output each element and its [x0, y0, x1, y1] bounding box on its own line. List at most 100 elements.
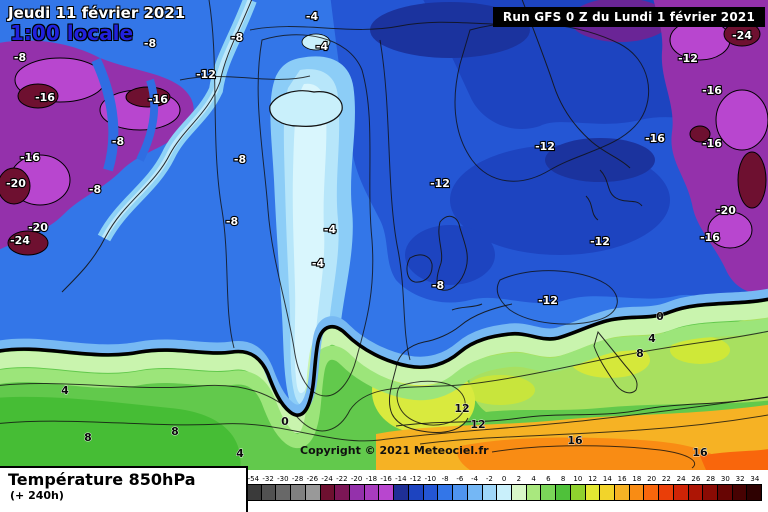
scale-tick-label: 26 [691, 475, 701, 483]
temp-point-label: -4 [312, 257, 325, 270]
temp-point-label: -16 [700, 231, 720, 244]
temp-point-label: 0 [281, 415, 289, 428]
valid-date-label: Jeudi 11 février 2021 [8, 4, 186, 22]
scale-color-cell [541, 485, 557, 500]
scale-tick-label: -32 [262, 475, 274, 483]
temp-point-label: -24 [732, 29, 752, 42]
scale-color-cell [276, 485, 292, 500]
temp-point-label: 8 [636, 347, 644, 360]
scale-tick-labels: -54 -32 -30 -28 -26 -24 -22 -20 -18 -16 -14 -12 -10-… [246, 475, 762, 484]
scale-tick-label: -22 [336, 475, 348, 483]
temp-point-label: -16 [702, 84, 722, 97]
temp-point-label: 4 [61, 384, 69, 397]
scale-color-cell [747, 485, 762, 500]
scale-tick-label: -20 [350, 475, 363, 483]
scale-tick-label: -26 [306, 475, 319, 483]
temp-point-label: -20 [28, 221, 48, 234]
isotherm-contours [0, 0, 768, 469]
scale-color-cell [261, 485, 277, 500]
temp-point-label: -4 [316, 40, 329, 53]
scale-color-cell [732, 485, 748, 500]
scale-color-cell [644, 485, 660, 500]
forecast-hour-label: (+ 240h) [10, 489, 64, 502]
scale-tick-label: -28 [291, 475, 304, 483]
temp-point-label: 8 [171, 425, 179, 438]
scale-colorbar [246, 484, 762, 501]
scale-color-cell [453, 485, 468, 500]
temp-point-label: -12 [590, 235, 610, 248]
scale-color-cell [291, 485, 306, 500]
scale-color-cell [659, 485, 674, 500]
temp-point-label: 4 [236, 447, 244, 460]
scale-color-cell [526, 485, 542, 500]
temp-point-label: -12 [538, 294, 558, 307]
temp-point-label: 12 [470, 418, 485, 431]
scale-color-cell [614, 485, 630, 500]
temp-point-label: 16 [692, 446, 708, 459]
temp-point-label: 4 [648, 332, 656, 345]
scale-color-cell [673, 485, 689, 500]
scale-tick-label: 22 [661, 475, 671, 483]
scale-color-cell [320, 485, 336, 500]
very-cold-core-east [653, 0, 768, 294]
temperature-labels-layer: -4-8 -8-8-4-12-16-16-8-16-20 -8-20-24-8-8-… [5, 9, 753, 461]
temp-point-label: -8 [112, 135, 124, 148]
scale-color-cell [688, 485, 704, 500]
scale-tick-label: -30 [277, 475, 289, 483]
scale-color-cell [379, 485, 395, 500]
copyright-label: Copyright © 2021 Meteociel.fr [300, 444, 489, 457]
scale-tick-label: -18 [365, 475, 378, 483]
temp-point-label: -8 [144, 37, 156, 50]
scale-tick-label: -8 [441, 475, 449, 483]
scale-tick-label: 14 [602, 475, 612, 483]
temp-point-label: 16 [567, 434, 583, 447]
temp-point-label: -8 [231, 31, 243, 44]
scale-color-cell [305, 485, 321, 500]
scale-color-cell [408, 485, 424, 500]
temp-point-label: -8 [89, 183, 101, 196]
temp-point-label: -24 [10, 234, 30, 247]
scale-color-cell [438, 485, 454, 500]
scale-tick-label: 24 [676, 475, 686, 483]
temp-point-label: 0 [656, 310, 664, 323]
scale-tick-label: 28 [706, 475, 716, 483]
scale-color-cell [511, 485, 527, 500]
temp-point-label: 8 [84, 431, 92, 444]
scale-color-cell [335, 485, 351, 500]
scale-tick-label: 34 [750, 475, 760, 483]
scale-color-cell [556, 485, 571, 500]
map-title: Température 850hPa [8, 470, 196, 489]
warm-sector-south [0, 299, 768, 470]
map-title-box: Température 850hPa (+ 240h) [0, 466, 248, 512]
scale-color-cell [364, 485, 380, 500]
scale-tick-label: 0 [501, 475, 507, 483]
temp-point-label: -16 [35, 91, 55, 104]
scale-color-cell [350, 485, 365, 500]
scale-tick-label: -10 [424, 475, 437, 483]
temp-point-label: -20 [716, 204, 736, 217]
scale-tick-label: 30 [720, 475, 730, 483]
scale-color-cell [394, 485, 409, 500]
scale-tick-label: 12 [588, 475, 598, 483]
scale-tick-label: 20 [647, 475, 657, 483]
scale-color-cell [703, 485, 718, 500]
scale-tick-label: 6 [546, 475, 551, 483]
scale-tick-label: 2 [516, 475, 522, 483]
scale-color-cell [423, 485, 439, 500]
temp-point-label: -12 [535, 140, 555, 153]
very-cold-core-greenland [0, 40, 194, 256]
temp-point-label: -20 [6, 177, 26, 190]
temp-point-label: -8 [234, 153, 246, 166]
temp-point-label: -4 [324, 223, 337, 236]
coastlines [61, 0, 768, 433]
scale-tick-label: -14 [395, 475, 407, 483]
scale-color-cell [629, 485, 645, 500]
scale-tick-label: -12 [409, 475, 422, 483]
scale-color-cell [718, 485, 733, 500]
temp-point-label: -16 [702, 137, 722, 150]
temp-point-label: -12 [196, 68, 216, 81]
scale-color-cell [600, 485, 615, 500]
scale-tick-label: -6 [456, 475, 464, 483]
scale-tick-label: 16 [617, 475, 627, 483]
temp-point-label: -4 [306, 10, 319, 23]
